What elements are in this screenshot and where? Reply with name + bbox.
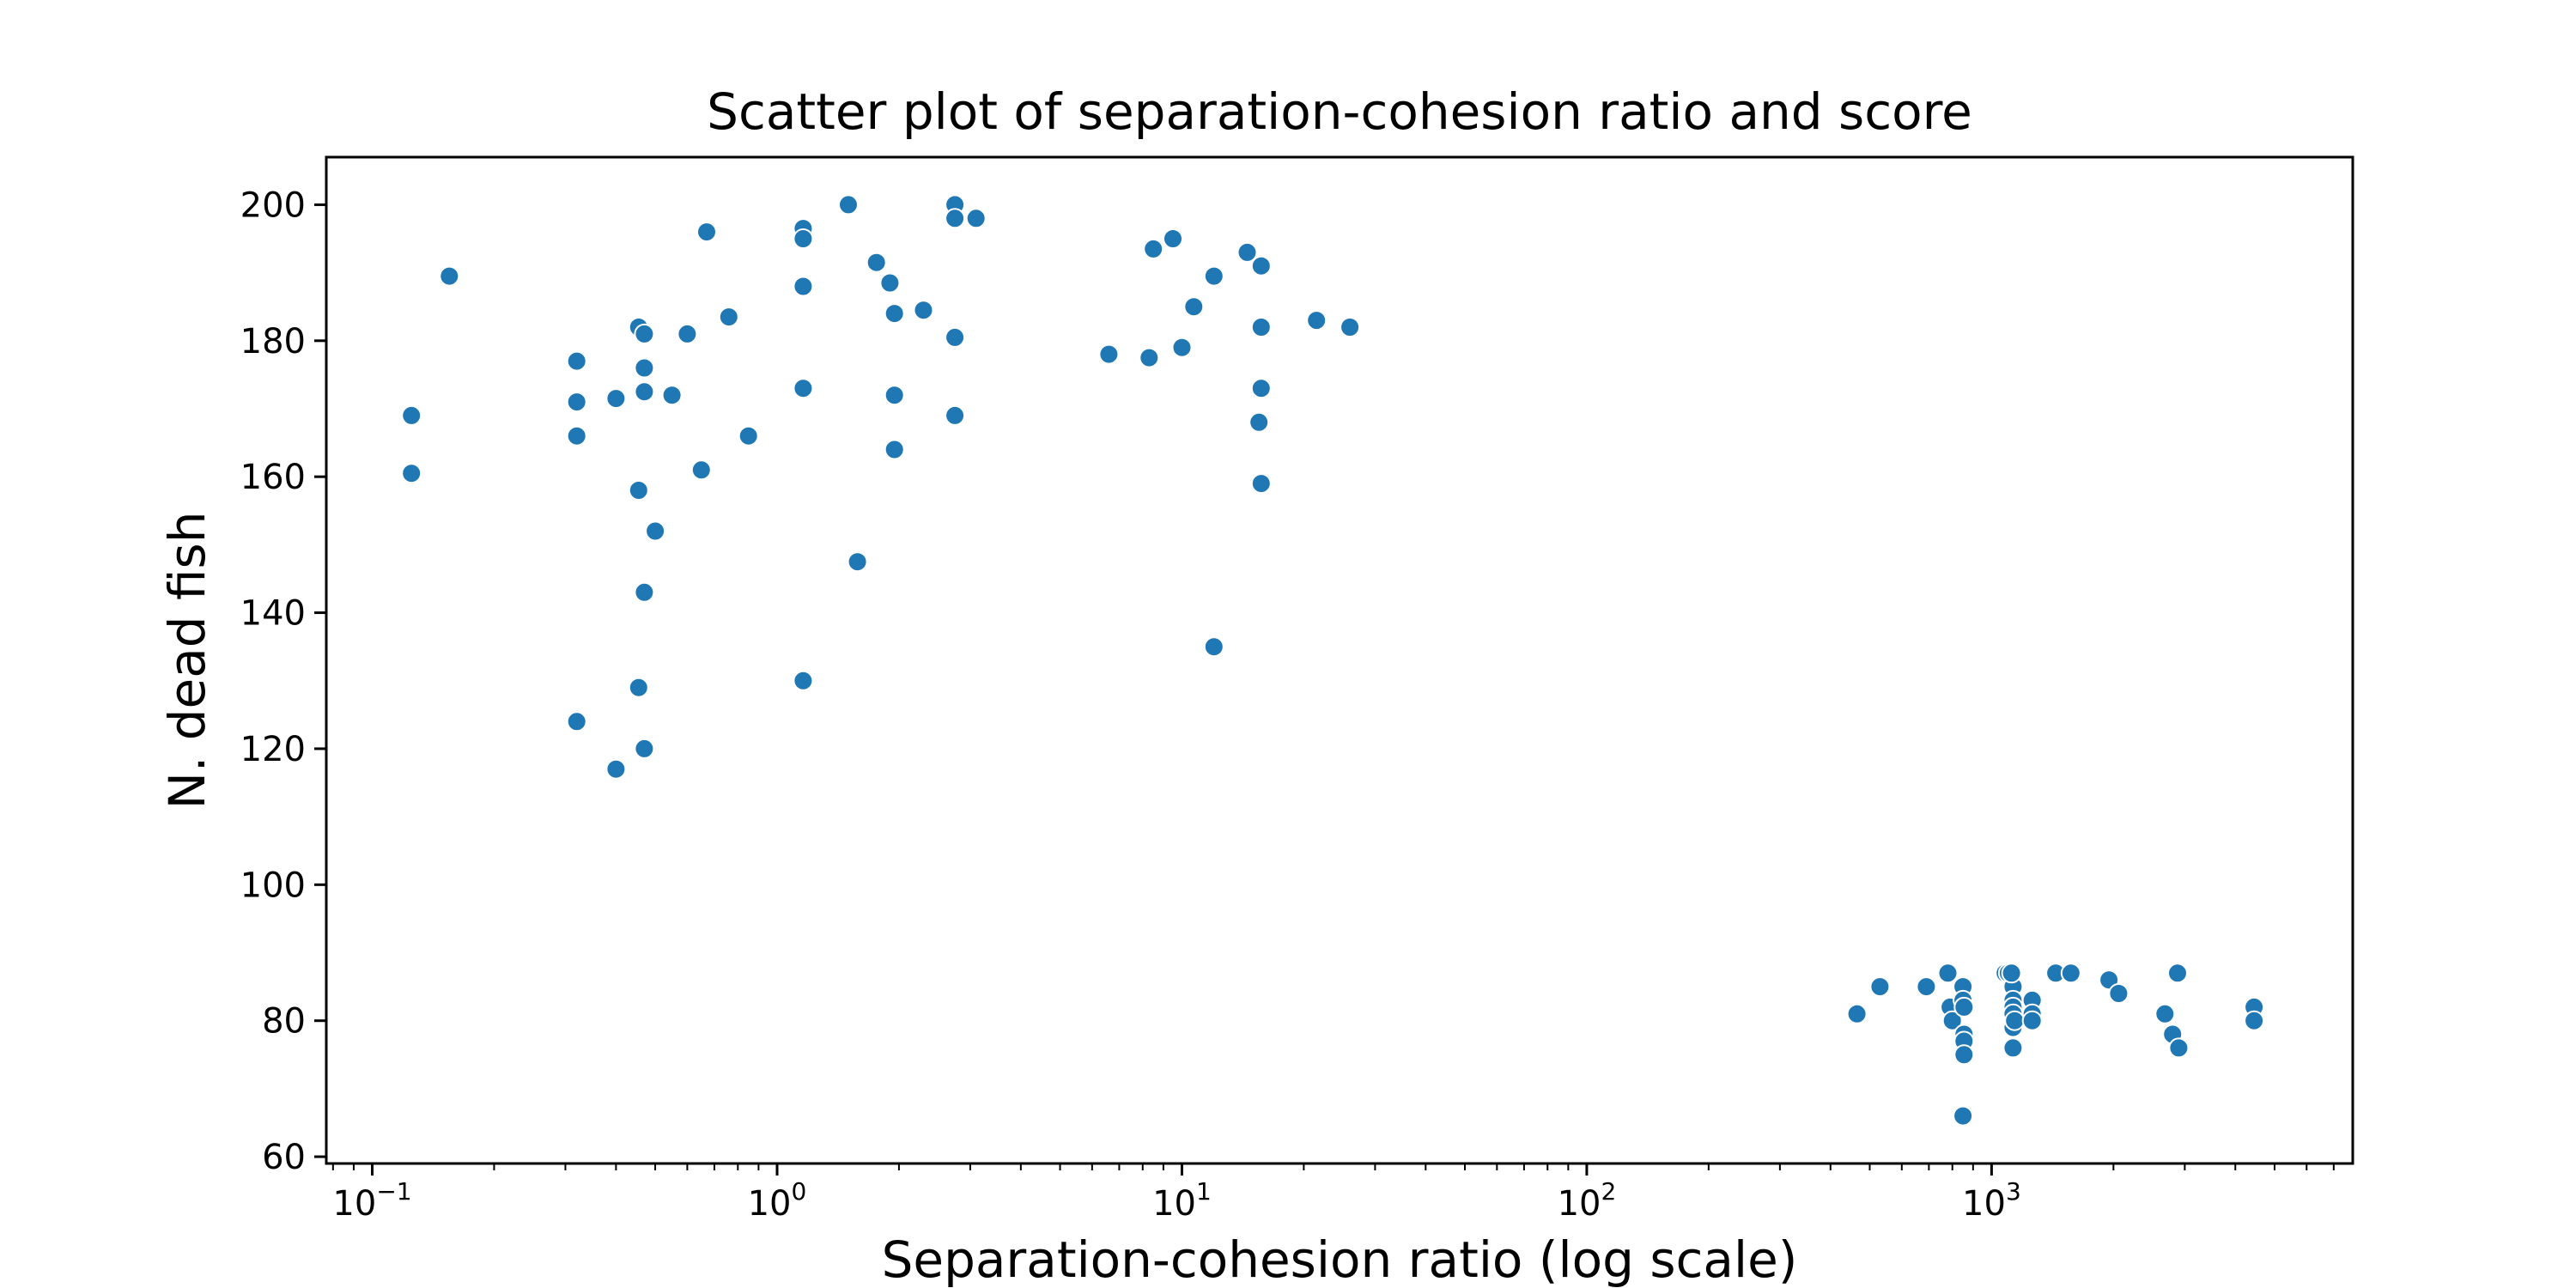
data-point xyxy=(965,208,987,229)
data-point xyxy=(2004,1010,2026,1031)
data-point xyxy=(884,385,905,406)
data-point xyxy=(2108,983,2129,1004)
data-point xyxy=(2167,963,2188,984)
y-tick-label: 60 xyxy=(262,1138,306,1177)
data-point xyxy=(945,326,966,348)
data-point xyxy=(628,480,649,501)
data-point xyxy=(2154,1003,2176,1024)
data-point xyxy=(1953,1105,1974,1127)
data-point xyxy=(566,350,587,372)
data-point xyxy=(1139,347,1160,368)
x-tick-label: 100 xyxy=(748,1177,807,1224)
data-point xyxy=(945,208,966,229)
data-point xyxy=(793,276,814,297)
data-point xyxy=(634,581,655,603)
data-point xyxy=(1869,976,1891,998)
data-point xyxy=(879,272,901,294)
x-tick-label: 101 xyxy=(1152,1177,1212,1224)
data-point xyxy=(1183,296,1205,318)
data-point xyxy=(2021,1010,2043,1031)
data-point xyxy=(661,385,683,406)
data-point xyxy=(2244,1010,2265,1031)
x-tick-label: 102 xyxy=(1558,1177,1617,1224)
chart-title: Scatter plot of separation-cohesion rati… xyxy=(707,82,1972,141)
y-tick-label: 120 xyxy=(240,730,306,769)
data-point xyxy=(605,758,627,780)
x-tick-label: 10−1 xyxy=(332,1177,411,1224)
data-point xyxy=(1203,265,1224,287)
data-point xyxy=(1916,976,1937,998)
data-point xyxy=(634,381,655,403)
data-point xyxy=(1250,317,1272,337)
data-point xyxy=(945,404,966,426)
y-tick-label: 180 xyxy=(240,322,306,361)
plot-frame xyxy=(325,155,2354,1165)
data-point xyxy=(1249,411,1270,433)
data-point xyxy=(1937,963,1959,984)
data-point xyxy=(793,228,814,249)
data-point xyxy=(628,677,649,698)
data-point xyxy=(677,323,698,344)
data-point xyxy=(1941,1010,1963,1031)
data-point xyxy=(738,425,759,447)
data-point xyxy=(2002,1037,2024,1059)
data-point xyxy=(634,738,655,759)
data-point xyxy=(634,357,655,379)
data-point xyxy=(566,711,587,732)
data-point xyxy=(1236,241,1258,263)
x-tick-label: 103 xyxy=(1962,1177,2021,1224)
y-tick-label: 140 xyxy=(240,594,306,634)
data-point xyxy=(2168,1037,2190,1059)
data-point xyxy=(866,252,887,273)
data-point xyxy=(439,265,460,287)
data-point xyxy=(1250,255,1272,276)
data-point xyxy=(884,439,905,460)
data-point xyxy=(1171,337,1193,358)
data-point xyxy=(718,307,739,328)
data-point xyxy=(401,463,422,484)
data-point xyxy=(838,194,859,216)
x-axis-label: Separation-cohesion ratio (log scale) xyxy=(882,1230,1798,1288)
data-point xyxy=(913,300,934,321)
data-point xyxy=(793,670,814,691)
data-point xyxy=(1306,310,1327,331)
y-tick-label: 100 xyxy=(240,866,306,905)
data-point xyxy=(566,425,587,447)
data-point xyxy=(793,378,814,399)
y-tick-label: 160 xyxy=(240,458,306,497)
y-axis-label: N. dead fish xyxy=(158,511,216,809)
data-point xyxy=(884,303,905,325)
data-point xyxy=(690,459,712,481)
x-axis-ticks: 10−1 100 101 102 103 xyxy=(332,1163,2021,1224)
data-point xyxy=(634,323,655,344)
data-point xyxy=(1250,473,1272,495)
data-point xyxy=(2060,963,2081,984)
data-point xyxy=(566,392,587,413)
data-point xyxy=(1340,317,1361,337)
points-layer xyxy=(401,194,2265,1127)
data-point xyxy=(605,388,627,410)
data-point xyxy=(401,404,422,426)
data-point xyxy=(2001,963,2022,984)
data-point xyxy=(1846,1003,1868,1024)
data-point xyxy=(1098,343,1120,365)
y-axis-ticks: 60 80 100 120 140 160 180 200 xyxy=(240,185,326,1177)
data-point xyxy=(1143,238,1164,259)
data-point xyxy=(847,551,868,573)
data-point xyxy=(1163,228,1183,249)
data-point xyxy=(645,520,666,542)
data-point xyxy=(1953,1044,1975,1066)
data-point xyxy=(1203,636,1224,658)
y-tick-label: 200 xyxy=(240,185,306,225)
data-point xyxy=(1953,996,1975,1018)
data-point xyxy=(696,222,717,243)
data-point xyxy=(1250,378,1272,399)
y-tick-label: 80 xyxy=(262,1002,306,1042)
